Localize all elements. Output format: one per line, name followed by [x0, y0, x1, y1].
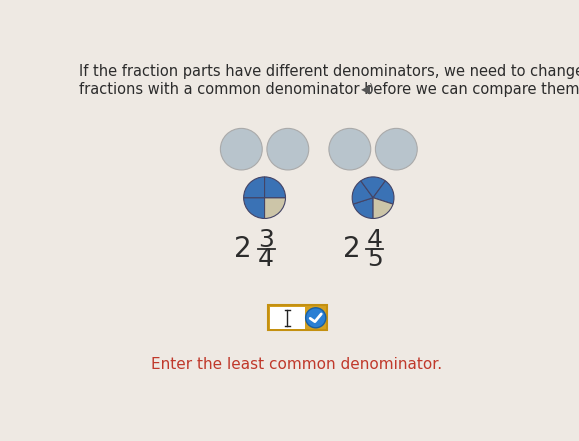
Wedge shape [244, 198, 265, 218]
Ellipse shape [329, 128, 371, 170]
Text: If the fraction parts have different denominators, we need to change them into: If the fraction parts have different den… [79, 64, 579, 78]
Wedge shape [265, 198, 285, 218]
Wedge shape [373, 198, 393, 218]
Text: 5: 5 [367, 247, 383, 271]
Text: 4: 4 [367, 228, 383, 252]
Wedge shape [361, 177, 386, 198]
Text: 2: 2 [234, 235, 252, 263]
Text: 3: 3 [258, 228, 274, 252]
Wedge shape [353, 198, 373, 218]
FancyBboxPatch shape [269, 306, 327, 330]
Circle shape [306, 308, 326, 328]
Text: fractions with a common denominator before we can compare them.: fractions with a common denominator befo… [79, 82, 579, 97]
Text: Enter the least common denominator.: Enter the least common denominator. [151, 357, 442, 372]
Text: ◀): ◀) [361, 82, 375, 95]
Wedge shape [244, 177, 265, 198]
Ellipse shape [221, 128, 262, 170]
Wedge shape [373, 181, 394, 204]
Wedge shape [265, 177, 285, 198]
Wedge shape [352, 181, 373, 204]
Text: 4: 4 [258, 247, 274, 271]
Ellipse shape [267, 128, 309, 170]
Text: 2: 2 [343, 235, 360, 263]
FancyBboxPatch shape [270, 307, 305, 329]
Ellipse shape [375, 128, 417, 170]
